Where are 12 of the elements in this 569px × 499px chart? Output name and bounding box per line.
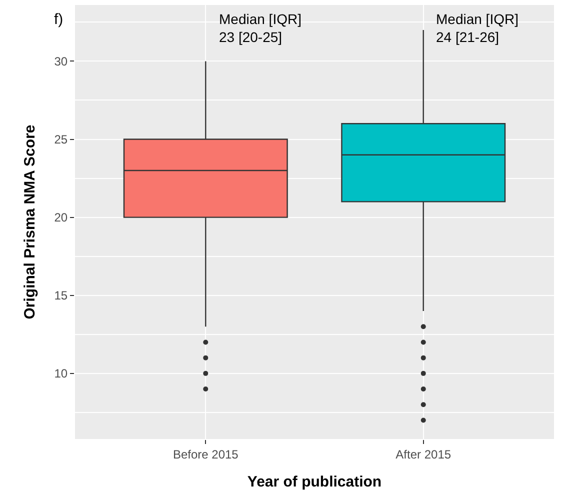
annotation: Median [IQR] 23 [20-25]: [219, 11, 302, 46]
y-tick-label: 25: [54, 132, 68, 146]
y-tick-label: 10: [54, 366, 68, 381]
x-tick-label: Before 2015: [172, 447, 239, 462]
y-tick-label: 30: [54, 54, 68, 68]
x-axis-title: Year of publication: [247, 473, 382, 490]
text: f): [54, 11, 64, 28]
y-tick-label: 15: [54, 288, 68, 303]
x-tick-label: After 2015: [396, 447, 452, 462]
y-axis-title: Original Prisma NMA Score: [21, 124, 38, 320]
y-tick-label: 20: [54, 210, 68, 225]
annotation: Median [IQR] 24 [21-26]: [436, 11, 518, 46]
